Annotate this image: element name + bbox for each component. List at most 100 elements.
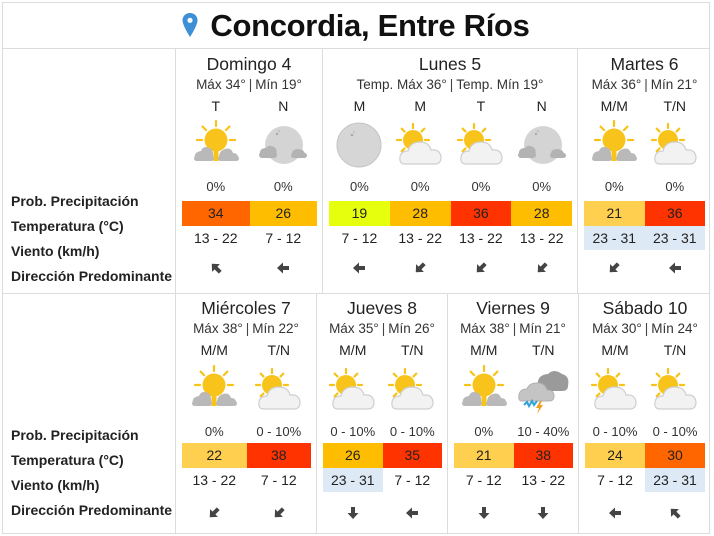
- label-precip: Prob. Precipitación: [11, 427, 139, 443]
- south-arrow-icon: [345, 505, 361, 521]
- period-column: M/M 0% 21 7 - 12: [454, 294, 514, 533]
- day-min: Temp. Mín 19°: [456, 77, 544, 92]
- period-column: N 0% 26 7 - 12: [249, 49, 317, 293]
- wind-value: 23 - 31: [645, 468, 705, 492]
- southwest-arrow-icon: [606, 260, 622, 276]
- south-arrow-icon: [476, 505, 492, 521]
- sun-cloud-white-icon: [252, 365, 306, 415]
- southwest-arrow-icon: [534, 260, 550, 276]
- label-precip: Prob. Precipitación: [11, 193, 139, 209]
- separator: |: [644, 77, 648, 92]
- temp-cell: 21: [454, 443, 514, 468]
- temp-cell: 21: [584, 201, 645, 226]
- temp-cell: 35: [382, 443, 442, 468]
- precip-value: 0 - 10%: [330, 424, 376, 439]
- day-max-min: Máx 35° | Mín 26°: [317, 321, 447, 336]
- precip-value: 0 - 10%: [652, 424, 698, 439]
- day-max: Máx 38°: [193, 321, 243, 336]
- wind-value: 13 - 22: [193, 230, 238, 246]
- separator: |: [512, 321, 517, 336]
- precip-value: 0%: [474, 424, 494, 439]
- period-label: T: [211, 98, 221, 114]
- moon-clear-icon: [332, 120, 386, 170]
- west-arrow-icon: [607, 505, 623, 521]
- temp-cell: 26: [249, 201, 317, 226]
- day-block: Viernes 9 Máx 38° | Mín 21° M/M 0% 21 7 - …: [448, 294, 579, 533]
- wind-value: 7 - 12: [260, 472, 297, 488]
- period-label: T/N: [531, 342, 555, 358]
- sun-cloud-gray-icon: [187, 364, 241, 415]
- separator: |: [449, 77, 454, 92]
- precip-value: 0%: [410, 179, 430, 194]
- sun-cloud-white-icon: [393, 120, 447, 170]
- day-block: Lunes 5 Temp. Máx 36° | Temp. Mín 19° M 0%…: [323, 49, 578, 293]
- wind-value: 7 - 12: [394, 472, 431, 488]
- wind-value: 13 - 22: [192, 472, 237, 488]
- precip-value: 0 - 10%: [389, 424, 435, 439]
- wind-value: 23 - 31: [584, 226, 645, 250]
- period-label: M: [414, 98, 427, 114]
- temp-cell: 22: [182, 443, 247, 468]
- separator: |: [248, 77, 253, 92]
- day-title: Lunes 5: [418, 54, 482, 74]
- map-pin-icon: [182, 12, 198, 37]
- day-min: Mín 24°: [651, 321, 698, 336]
- precip-value: 0%: [273, 179, 293, 194]
- period-label: T/N: [267, 342, 291, 358]
- forecast-row-2: Prob. Precipitación Temperatura (°C) Vie…: [2, 294, 710, 534]
- day-title: Sábado 10: [602, 298, 688, 318]
- location-title: Concordia, Entre Ríos: [210, 7, 530, 43]
- day-title: Martes 6: [610, 54, 679, 74]
- day-max-min: Temp. Máx 36° | Temp. Mín 19°: [323, 77, 577, 92]
- wind-value: 7 - 12: [265, 230, 302, 246]
- day-block: Martes 6 Máx 36° | Mín 21° M/M 0% 21 23 - …: [578, 49, 711, 293]
- temp-cell: 28: [389, 201, 451, 226]
- label-direction: Dirección Predominante: [11, 268, 173, 284]
- southwest-arrow-icon: [412, 260, 428, 276]
- day-min: Mín 19°: [255, 77, 302, 92]
- sun-cloud-white-icon: [648, 365, 702, 415]
- precip-value: 10 - 40%: [517, 424, 570, 439]
- precip-value: 0%: [604, 179, 624, 194]
- temp-cell: 19: [329, 201, 390, 226]
- wind-value: 13 - 22: [398, 230, 442, 246]
- day-min: Mín 26°: [388, 321, 435, 336]
- period-column: T/N 10 - 40% 38 13 - 22: [513, 294, 573, 533]
- precip-value: 0%: [532, 179, 552, 194]
- label-wind: Viento (km/h): [11, 477, 100, 493]
- sun-cloud-white-icon: [648, 120, 702, 170]
- temp-cell: 26: [323, 443, 383, 468]
- temp-cell: 38: [513, 443, 573, 468]
- location-header: Concordia, Entre Ríos: [2, 2, 710, 49]
- day-max-min: Máx 34° | Mín 19°: [176, 77, 322, 92]
- precip-value: 0%: [471, 179, 491, 194]
- precip-value: 0 - 10%: [256, 424, 302, 439]
- wind-value: 23 - 31: [323, 468, 383, 492]
- day-max: Máx 34°: [196, 77, 246, 92]
- row-labels: Prob. Precipitación Temperatura (°C) Vie…: [3, 294, 176, 533]
- wind-value: 7 - 12: [465, 472, 502, 488]
- wind-value: 13 - 22: [519, 230, 564, 246]
- period-label: M/M: [470, 342, 498, 358]
- period-column: M 0% 28 13 - 22: [389, 49, 451, 293]
- moon-cloud-icon: [256, 120, 310, 170]
- label-temp: Temperatura (°C): [11, 218, 124, 234]
- period-column: N 0% 28 13 - 22: [511, 49, 573, 293]
- day-title: Jueves 8: [346, 298, 418, 318]
- period-label: M/M: [339, 342, 367, 358]
- period-column: T 0% 34 13 - 22: [182, 49, 250, 293]
- period-label: M: [353, 98, 366, 114]
- period-label: T: [476, 98, 486, 114]
- northwest-arrow-icon: [667, 505, 683, 521]
- south-arrow-icon: [535, 505, 551, 521]
- day-max-min: Máx 38° | Mín 21°: [448, 321, 578, 336]
- precip-value: 0%: [350, 179, 369, 194]
- moon-cloud-icon: [515, 120, 569, 170]
- southwest-arrow-icon: [206, 505, 222, 521]
- period-label: M/M: [601, 342, 629, 358]
- day-title: Viernes 9: [476, 298, 550, 318]
- wind-value: 13 - 22: [459, 230, 503, 246]
- separator: |: [381, 321, 386, 336]
- precip-value: 0%: [204, 424, 224, 439]
- period-label: N: [536, 98, 547, 114]
